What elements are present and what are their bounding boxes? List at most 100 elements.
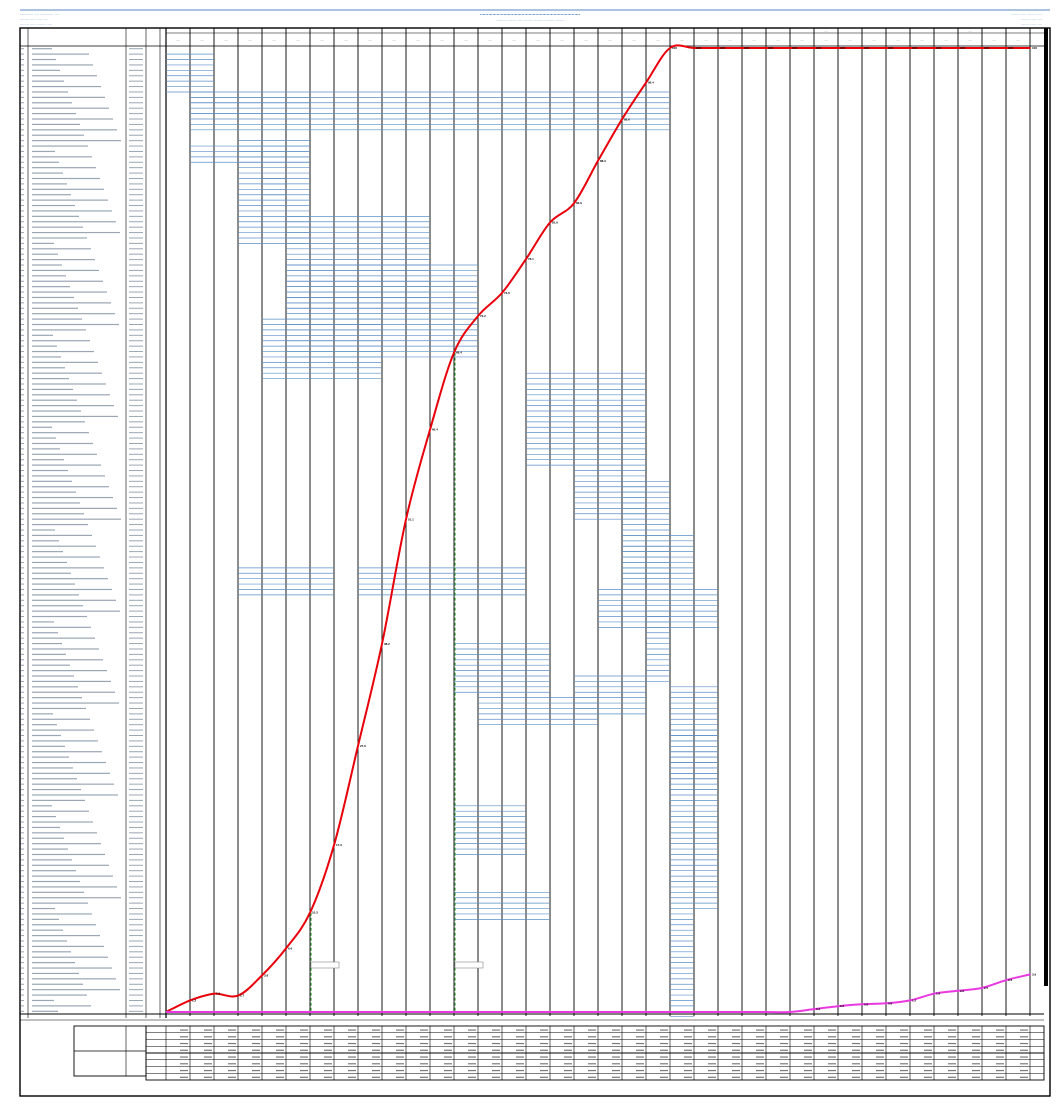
data-point-plan [645,81,647,84]
activity-row-text [32,691,115,693]
activity-row-text [32,437,56,439]
summary-cell-value [180,1063,188,1065]
summary-cell-value [708,1076,716,1078]
summary-cell-value [900,1056,908,1058]
column-header-label: ..... [536,38,540,42]
activity-row-duration [129,497,143,499]
activity-row-number [21,205,24,207]
data-label-plan: 51.1 [408,517,414,521]
summary-cell-value [804,1063,812,1065]
data-label-plan: 100 [768,46,773,50]
summary-cell-value [756,1049,764,1051]
data-label-plan: 38.2 [384,642,390,646]
data-label-plan: 100 [864,46,869,50]
summary-cell-value [324,1056,332,1058]
activity-row-text [32,886,117,888]
activity-row-number [21,313,24,315]
summary-cell-value [924,1069,932,1072]
activity-row-duration [129,296,143,298]
activity-row-text [32,350,94,353]
data-label-plan: 100 [696,46,701,50]
activity-row-text [32,816,56,818]
activity-row-duration [129,405,143,407]
activity-row-duration [129,697,143,699]
summary-cell-value [708,1069,716,1072]
activity-row-number [21,221,24,223]
activity-row-duration [129,345,143,347]
data-label-actual: 2.5 [984,986,989,990]
activity-row-number [21,913,24,915]
activity-row-number [21,886,24,888]
summary-cell-value [180,1042,188,1045]
activity-row-number [21,832,24,834]
activity-row-duration [129,686,143,688]
activity-row-number [21,670,24,672]
activity-row-duration [129,956,143,958]
summary-cell-value [876,1042,884,1045]
activity-row-text [32,248,91,250]
activity-row-number [21,999,24,1001]
activity-row-duration [129,194,143,196]
data-point-plan [213,992,215,995]
activity-row-number [21,621,24,623]
data-label-plan: 3.8 [264,973,269,977]
summary-cell-value [636,1042,644,1045]
summary-cell-value [636,1063,644,1065]
data-point-actual [861,1003,863,1006]
header-left-line-1: ............ .... ............ .... [20,11,59,16]
activity-row-duration [129,594,143,596]
summary-cell-value [252,1063,260,1065]
summary-cell-value [804,1042,812,1045]
activity-row-number [21,680,24,682]
summary-cell-value [996,1042,1004,1045]
column-header-label: ..... [512,38,516,42]
summary-cell-value [468,1069,476,1072]
activity-row-text [32,280,103,282]
activity-row-duration [129,821,143,823]
summary-cell-value [996,1036,1004,1038]
activity-row-duration [129,670,143,672]
activity-row-duration [129,772,143,774]
activity-row-text [32,805,52,807]
data-label-plan: 10.3 [312,911,318,915]
activity-row-number [21,540,24,542]
activity-row-duration [129,280,143,282]
activity-row-text [32,361,98,363]
activity-row-duration [129,967,143,969]
summary-cell-value [612,1076,620,1078]
activity-row-duration [129,480,143,482]
activity-row-number [21,415,24,417]
activity-row-number [21,172,24,174]
summary-cell-value [900,1076,908,1078]
activity-row-text [32,453,97,455]
activity-row-text [32,1010,58,1012]
summary-cell-value [612,1069,620,1072]
data-point-plan [813,47,815,49]
summary-cell-value [900,1069,908,1072]
activity-row-text [32,507,117,509]
summary-cell-value [564,1069,572,1072]
column-header-label: ..... [464,38,468,42]
summary-cell-value [972,1076,980,1078]
data-label-plan: 100 [1008,46,1013,50]
activity-row-number [21,96,24,98]
activity-row-number [21,751,24,753]
data-point-actual [885,1002,887,1005]
activity-row-text [32,534,92,537]
activity-row-number [21,394,24,396]
activity-row-number [21,924,24,926]
summary-cell-value [804,1076,812,1078]
activity-row-number [21,91,24,93]
summary-cell-value [732,1049,740,1051]
column-header-label: ..... [224,38,228,42]
summary-cell-value [636,1056,644,1058]
summary-cell-value [876,1029,884,1031]
summary-cell-value [924,1049,932,1051]
column-header-label: ..... [920,38,924,42]
activity-row-text [32,313,115,315]
activity-row-duration [129,691,143,693]
summary-cell-value [924,1036,932,1038]
activity-row-duration [129,680,143,682]
activity-row-text [32,659,103,661]
